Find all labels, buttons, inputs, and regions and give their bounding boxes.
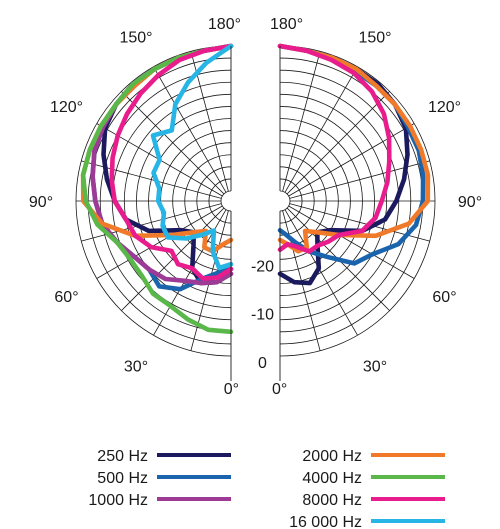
right-angle-label-180: 180° [270,16,303,33]
left-curve-6 [150,43,234,271]
right-grid-spoke-135 [286,91,390,195]
legend-label-3: 2000 Hz [302,448,362,465]
left-angle-label-120: 120° [50,99,83,116]
right-angle-label-120: 120° [428,99,461,116]
legend-label-2: 1000 Hz [88,492,148,509]
left-angle-label-30: 30° [124,359,148,376]
right-response-curves [277,43,431,286]
right-grid-spoke-150 [284,66,358,193]
left-response-curves [80,43,234,335]
left-angle-label-150: 150° [119,30,152,47]
right-polar-grid [279,45,436,357]
right-angle-label-90: 90° [458,194,482,211]
left-grid-spoke-60 [96,205,223,279]
left-angle-label-90: 90° [29,194,53,211]
legend-label-1: 500 Hz [97,470,148,487]
left-curve-4 [80,43,234,335]
right-curve-2 [277,43,431,254]
legend-label-0: 250 Hz [97,448,148,465]
right-angle-label-150: 150° [358,30,391,47]
left-grid-spoke-75 [81,203,222,242]
radial-tick--10: -10 [251,307,274,324]
radial-tick--20: -20 [251,258,274,275]
right-curve-3 [277,43,392,254]
left-grid-ring-inner [220,190,232,212]
axis-labels: 180° 150° 120° 90° 60° 30° 0° 180° 150° 120° 90° 60… [29,16,482,398]
right-grid-spoke-120 [288,123,415,197]
left-angle-label-180: 180° [208,16,241,33]
right-angle-label-0: 0° [272,381,287,398]
left-grid-spoke-135 [121,91,225,195]
legend-label-4: 4000 Hz [302,470,362,487]
left-curve-5 [109,43,234,281]
left-polar-grid [75,45,232,357]
legend-label-5: 8000 Hz [302,492,362,509]
left-grid-spoke-150 [153,66,227,193]
left-angle-label-0: 0° [224,381,239,398]
right-angle-label-30: 30° [363,359,387,376]
right-grid-spoke-30 [284,209,358,336]
left-grid-spoke-45 [121,207,225,311]
left-angle-label-60: 60° [54,289,78,306]
right-grid-spoke-165 [282,51,321,192]
right-angle-label-60: 60° [432,289,456,306]
right-grid-ring-inner [279,190,291,212]
legend-label-6: 16 000 Hz [289,514,362,529]
radial-tick-0: 0 [258,355,267,372]
legend: 250 Hz 500 Hz 1000 Hz 2000 Hz 4000 Hz 8000 Hz… [88,448,445,529]
right-grid-spoke-60 [288,205,415,279]
